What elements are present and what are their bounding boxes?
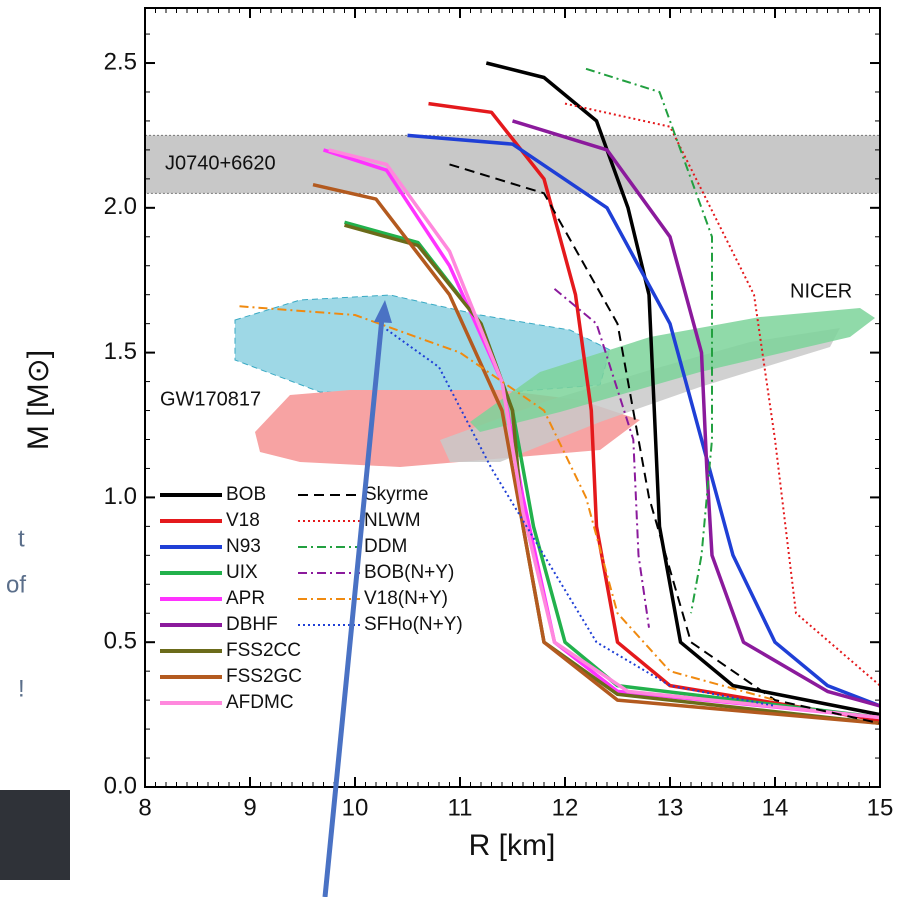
curve bbox=[449, 163, 881, 725]
x-tick-label: 9 bbox=[243, 794, 256, 821]
x-tick-label: 14 bbox=[762, 794, 789, 821]
region-label: NICER bbox=[790, 280, 852, 302]
region-label: GW170817 bbox=[160, 388, 261, 410]
image-fragment bbox=[0, 790, 70, 880]
x-tick-label: 8 bbox=[138, 794, 151, 821]
curve bbox=[485, 61, 881, 717]
curve bbox=[564, 102, 881, 687]
legend-label: DBHF bbox=[226, 614, 278, 635]
legend-label: FSS2GC bbox=[226, 666, 302, 687]
legend-label: DDM bbox=[364, 536, 407, 557]
curve bbox=[511, 119, 881, 708]
legend-label: AFDMC bbox=[226, 692, 294, 713]
legend-label: BOB bbox=[226, 484, 266, 505]
curve bbox=[328, 148, 881, 720]
x-tick-label: 13 bbox=[657, 794, 684, 821]
legend-label: SFHo(N+Y) bbox=[364, 614, 463, 635]
y-tick-label: 2.5 bbox=[104, 48, 137, 75]
legend-label: BOB(N+Y) bbox=[364, 562, 454, 583]
x-tick-label: 10 bbox=[342, 794, 369, 821]
slide-text: t bbox=[18, 525, 25, 552]
y-axis-label: M [M⊙] bbox=[22, 350, 55, 450]
legend-label: UIX bbox=[226, 562, 258, 583]
legend-label: N93 bbox=[226, 536, 261, 557]
legend-label: FSS2CC bbox=[226, 640, 301, 661]
curve bbox=[428, 101, 881, 723]
y-tick-label: 2.0 bbox=[104, 193, 137, 220]
curve bbox=[585, 67, 713, 614]
plot-area bbox=[234, 294, 875, 467]
curve bbox=[407, 133, 881, 708]
legend-label: V18(N+Y) bbox=[364, 588, 448, 609]
curve bbox=[553, 288, 650, 628]
annotation-arrow bbox=[322, 300, 392, 897]
x-tick-label: 12 bbox=[552, 794, 579, 821]
y-tick-label: 0.0 bbox=[104, 772, 137, 799]
y-tick-label: 0.5 bbox=[104, 628, 137, 655]
curve bbox=[385, 328, 776, 707]
x-tick-label: 11 bbox=[448, 794, 473, 821]
slide-text: of bbox=[6, 571, 26, 598]
curve bbox=[239, 305, 776, 702]
arrow-shaft bbox=[322, 317, 385, 897]
legend-label: Skyrme bbox=[364, 484, 428, 505]
y-tick-label: 1.5 bbox=[104, 338, 137, 365]
arrow-head bbox=[374, 300, 392, 323]
nicer-region bbox=[470, 308, 875, 432]
gw-region bbox=[234, 294, 611, 393]
curve bbox=[312, 182, 881, 726]
legend-label: V18 bbox=[226, 510, 260, 531]
legend-label: NLWM bbox=[364, 510, 421, 531]
legend-label: APR bbox=[226, 588, 265, 609]
x-axis-label: R [km] bbox=[469, 829, 556, 862]
band-label: J0740+6620 bbox=[165, 153, 276, 175]
x-tick-label: 15 bbox=[867, 794, 894, 821]
y-tick-label: 1.0 bbox=[104, 483, 137, 510]
slide-text: ! bbox=[18, 675, 25, 702]
